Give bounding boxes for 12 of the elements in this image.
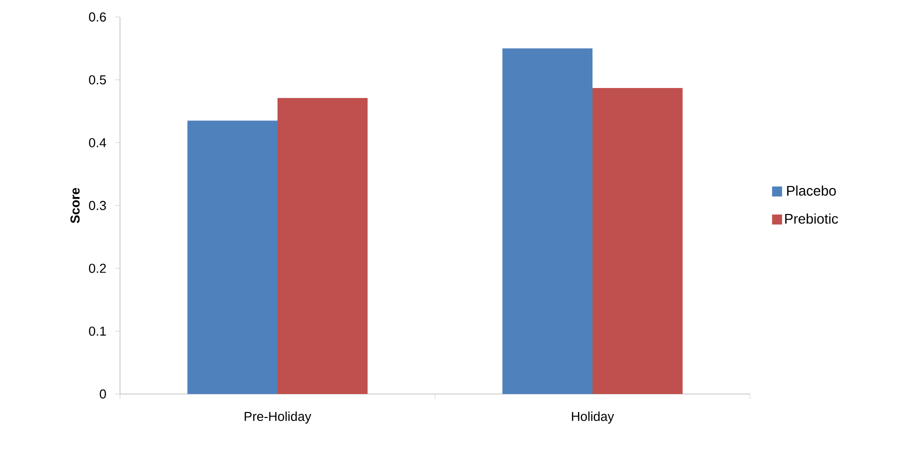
legend-label: Prebiotic [785, 213, 838, 224]
y-tick-label: 0.5 [88, 75, 106, 84]
y-axis-title: Score [70, 188, 80, 224]
y-tick-label: 0.6 [88, 12, 106, 22]
x-tick-label: Pre-Holiday [244, 412, 312, 424]
y-tick-label: 0 [100, 389, 106, 399]
x-tick-label: Holiday [572, 412, 614, 424]
legend-label: Placebo [787, 185, 836, 196]
y-tick-label: 0.2 [88, 264, 106, 273]
y-tick-label: 0.3 [88, 200, 106, 210]
y-tick-label: 0.1 [88, 326, 106, 336]
y-tick-label: 0.4 [88, 138, 106, 148]
